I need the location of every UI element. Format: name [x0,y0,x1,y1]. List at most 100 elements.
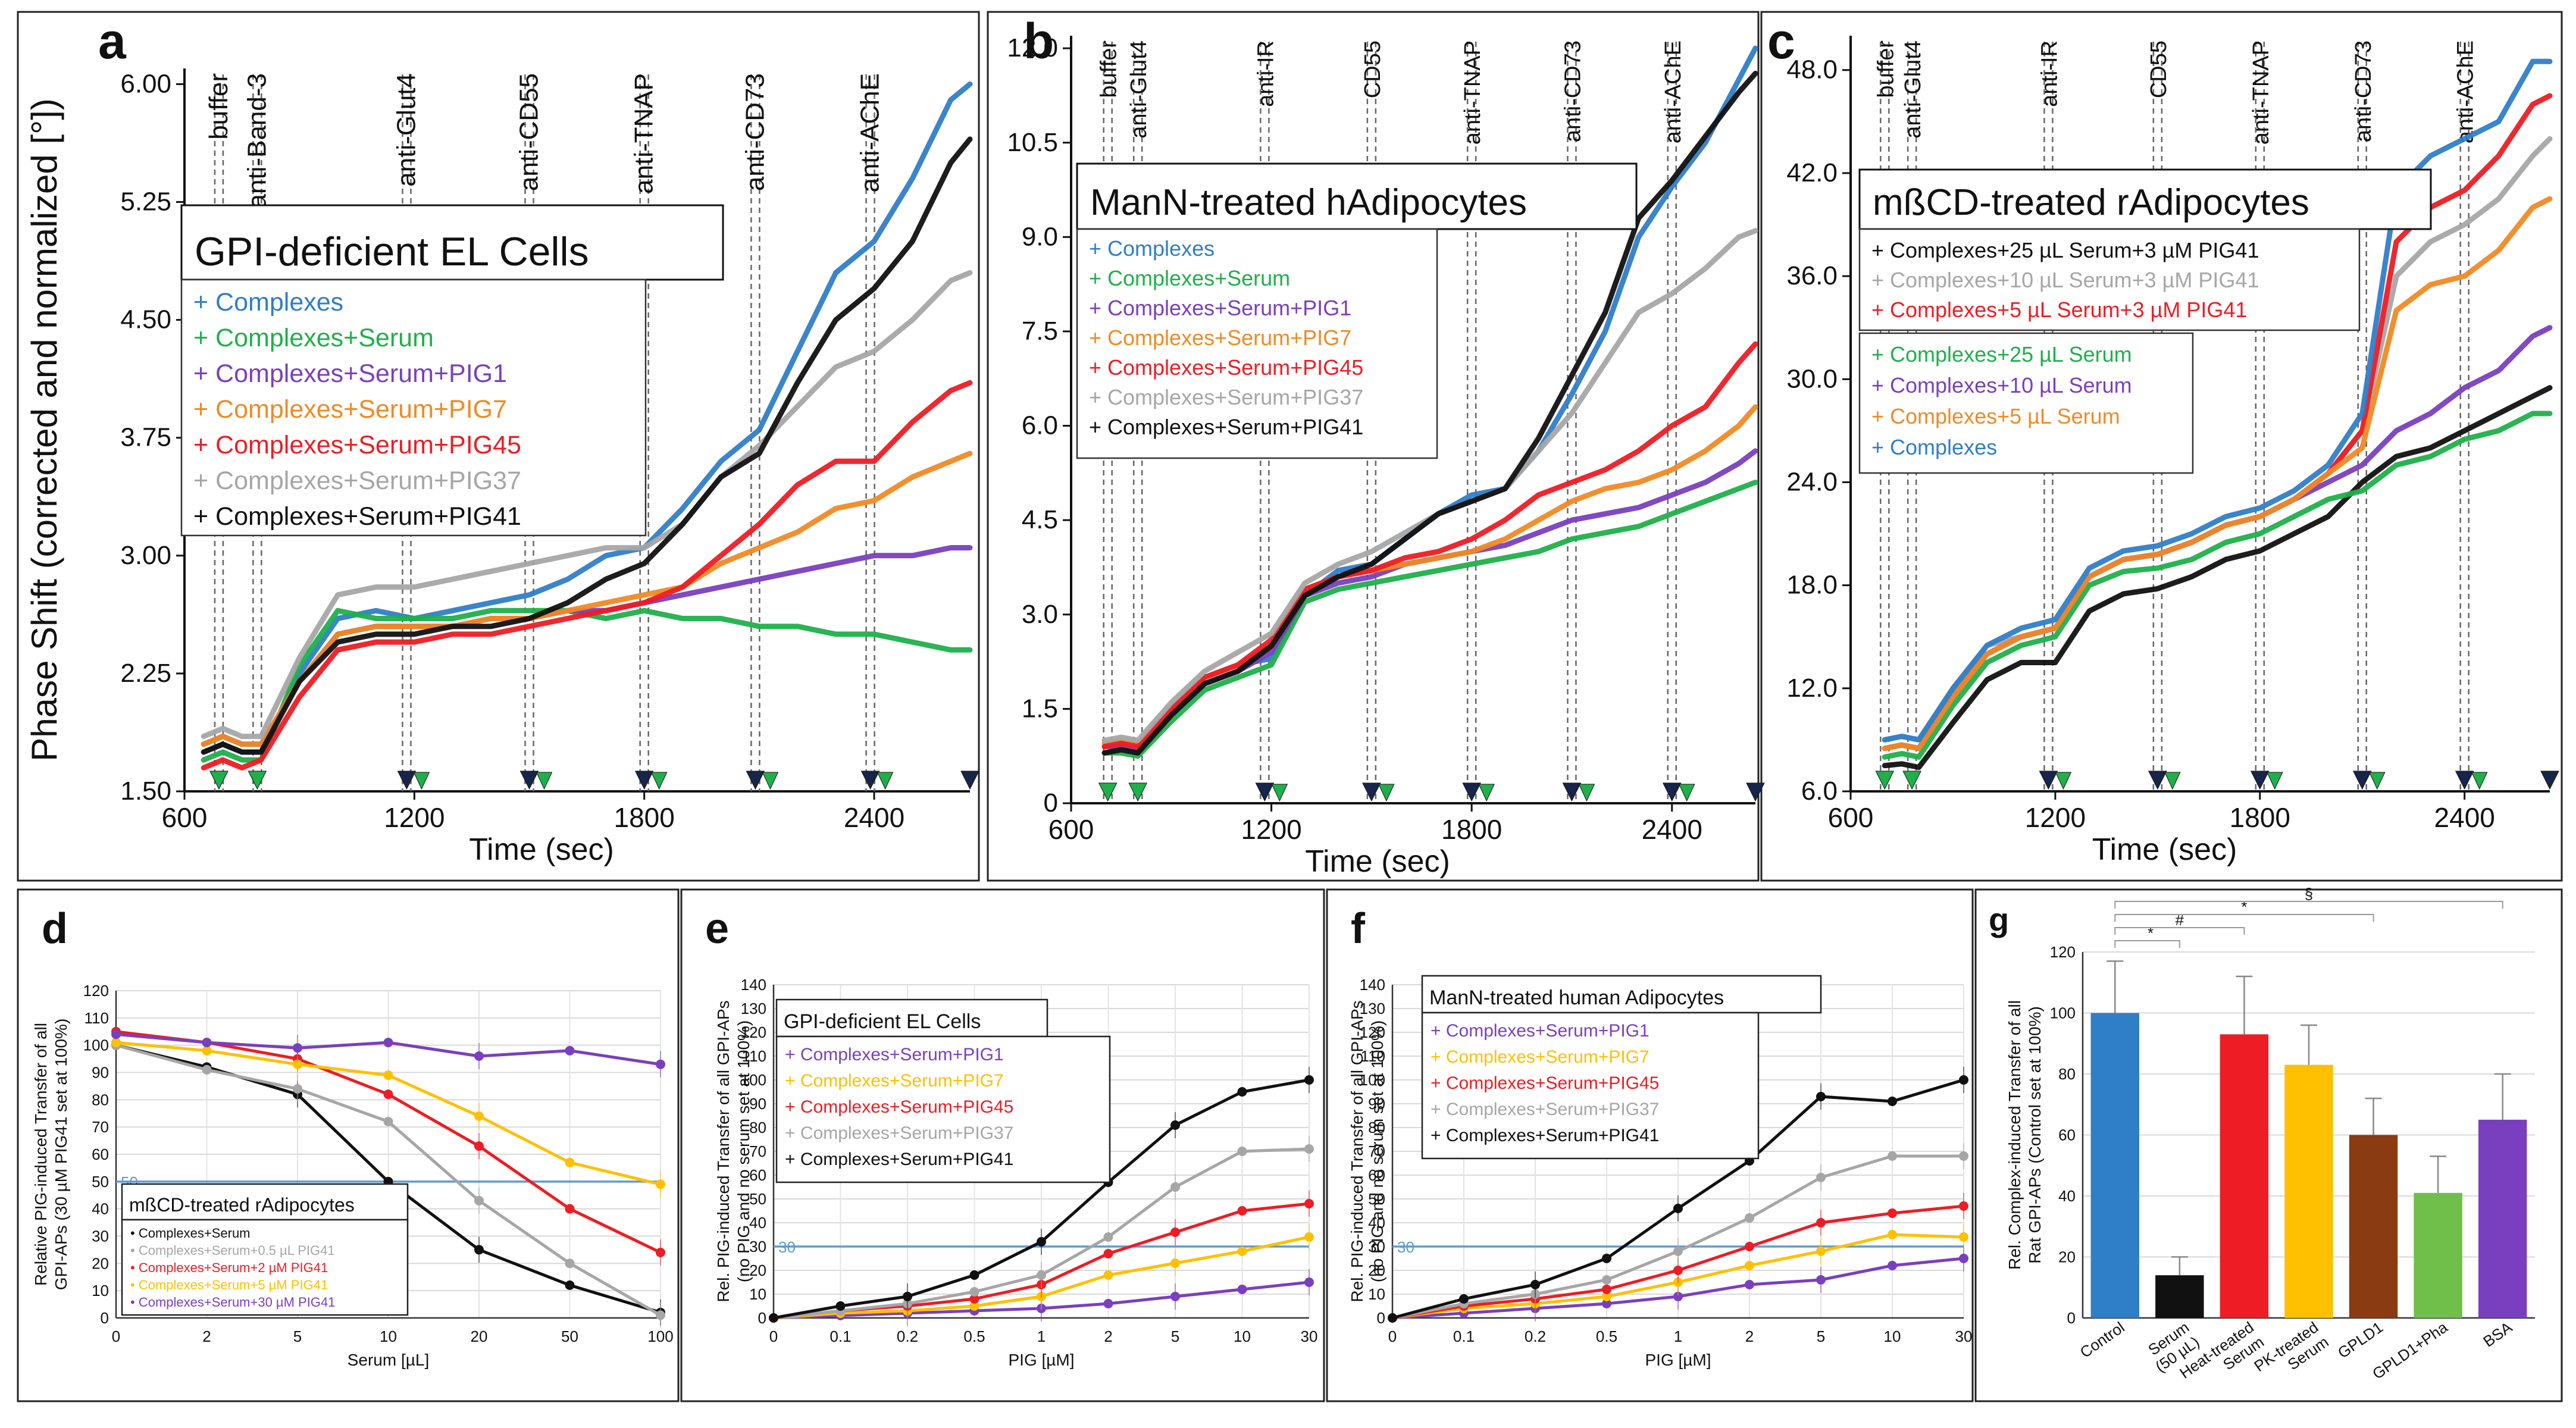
event-label: anti-AChE [1661,40,1686,143]
data-point [1959,1075,1968,1085]
data-point [474,1051,484,1061]
legend-entry: + Complexes+Serum+PIG45 [785,1097,1013,1117]
data-point [1888,1097,1897,1106]
bar [2090,1013,2139,1318]
chart-b: 0 1.5 3.0 4.5 6.0 7.5 9.0 10.5 12.0 600 1200 1800 24… [1007,13,1765,879]
x-tick-label: 30 [1955,1327,1973,1345]
legend-entry: + Complexes+5 µL Serum+3 µM PIG41 [1871,298,2247,322]
y-tick-label: 50 [1368,1190,1385,1208]
panel-frame-f [1326,888,1974,1402]
event-label: CD55 [2146,40,2171,98]
legend-entry: • Complexes+Serum+0.5 µL PIG41 [130,1243,335,1258]
event-label: CD55 [1360,40,1385,98]
data-point [1304,1277,1314,1287]
y-tick-label: 30 [1368,1238,1385,1255]
chart-title: ManN-treated human Adipocytes [1429,987,1724,1009]
event-label: anti-Glut4 [1126,40,1151,139]
y-tick-label: 80 [1368,1119,1385,1136]
data-point [474,1111,484,1121]
significance-label: § [2305,885,2313,903]
significance-bracket [2114,927,2245,935]
y-tick-label: 80 [2058,1065,2076,1083]
data-point [1237,1285,1247,1294]
x-tick-label: 1800 [614,802,675,833]
y-tick-label: 140 [1360,976,1385,994]
y-tick-label: 42.0 [1786,158,1838,187]
data-point [1888,1261,1897,1270]
y-tick-label: 100 [741,1071,766,1089]
series-line [201,380,973,771]
y-tick-label: 1.50 [120,776,171,806]
event-label: anti-Band-3 [242,73,271,208]
legend-entry: + Complexes [1089,236,1215,261]
data-point [1673,1266,1683,1275]
y-tick-label: 0 [758,1309,766,1327]
legend-entry: + Complexes+5 µL Serum [1871,404,2120,428]
x-tick-label: 5 [1817,1327,1825,1345]
y-tick-label: 40 [92,1200,109,1218]
legend-entry: + Complexes [193,288,343,317]
x-axis-label: Time (sec) [2092,832,2237,867]
panel-letter: c [1767,13,1795,69]
injection-marker [1271,784,1288,802]
injection-marker [1255,782,1275,802]
y-tick-label: 100 [1360,1071,1385,1089]
data-point [835,1301,846,1311]
x-tick-label: 0.5 [1596,1327,1617,1345]
legend-entry: + Complexes+Serum [193,324,434,352]
series-line [1101,480,1758,759]
event-label: anti-Glut4 [1901,40,1926,139]
data-point [1888,1151,1897,1161]
legend-box [1421,1012,1760,1160]
data-point [1673,1292,1683,1301]
injection-marker [1875,771,1895,790]
legend-box [775,1035,1111,1183]
data-point [1170,1258,1180,1268]
y-tick-label: 120 [741,1023,766,1041]
panel-letter: f [1351,905,1366,953]
legend-box [1858,332,2194,474]
y-tick-label: 40 [749,1214,766,1232]
event-label: anti-IR [2037,40,2062,107]
legend-entry: + Complexes [1871,435,1997,459]
y-axis-label: Rel. Complex-induced Transfer of all Rat … [2005,1000,2044,1270]
chart-d: 0 10 20 30 40 50 60 70 80 90 100 110 120 0 2 5 10 20 50 100… [32,905,674,1369]
x-tick-label: 20 [471,1327,488,1345]
x-tick-label: 0.2 [897,1327,918,1345]
y-tick-label: 12.0 [1786,674,1838,703]
y-tick-label: 4.5 [1022,505,1058,534]
data-point [969,1287,979,1297]
data-point [474,1141,484,1151]
data-point [383,1038,393,1048]
y-tick-label: 60 [92,1145,109,1163]
data-point [1304,1075,1314,1085]
injection-marker [1562,782,1582,802]
data-point [969,1294,979,1304]
event-label: anti-TNAP [2249,40,2274,145]
y-tick-label: 36.0 [1786,261,1838,290]
x-tick-label-line: Control [2077,1318,2128,1361]
series-line [1101,70,1758,756]
injection-marker [2164,772,2181,790]
significance-bracket [2114,914,2374,922]
x-tick-label: 0.1 [830,1327,851,1345]
injection-marker [1362,782,1381,802]
y-tick-label: 130 [1360,1000,1385,1017]
injection-marker [2540,771,2559,790]
y-tick-label: 60 [749,1166,766,1184]
legend-entry: + Complexes+Serum+PIG1 [193,359,507,388]
y-axis-label: Relative PIG-induced Transfer of all GPI-… [32,1019,70,1291]
data-point [565,1157,575,1167]
y-tick-label: 20 [2058,1248,2076,1266]
data-point [565,1258,575,1269]
data-point [1816,1275,1826,1285]
legend-entry: + Complexes+Serum+PIG1 [1089,296,1351,320]
legend-entry: + Complexes+Serum [1089,266,1290,290]
event-label: anti-TNAP [1460,40,1485,145]
data-point [1237,1087,1247,1097]
legend-entry: + Complexes+Serum+PIG37 [785,1123,1013,1143]
chart-title-box [775,998,1048,1038]
chart-title: GPI-deficient EL Cells [195,229,589,274]
event-label: anti-TNAP [630,73,659,194]
injection-marker [536,772,553,790]
